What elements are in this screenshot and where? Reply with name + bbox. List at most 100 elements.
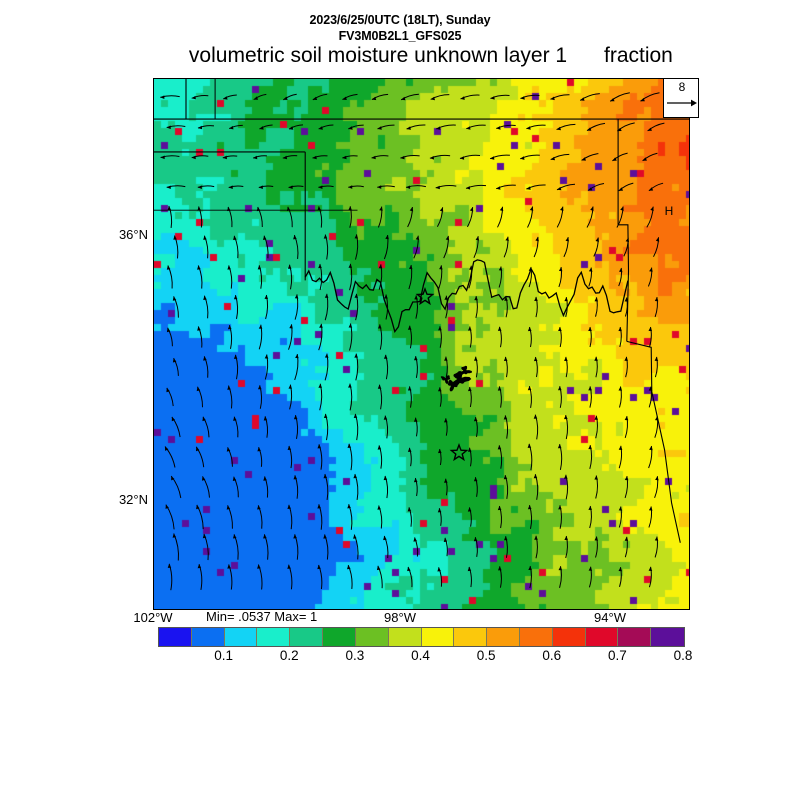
wind-vector-head [406, 126, 411, 130]
wind-vector-head [618, 327, 622, 332]
wind-vector-head [504, 536, 508, 541]
wind-vector-head [312, 155, 317, 160]
state-border [304, 259, 629, 334]
arrow-right-icon [667, 99, 697, 107]
wind-vector-head [197, 206, 201, 211]
water-body [447, 379, 460, 392]
wind-vector-head [288, 185, 293, 189]
wind-vector-head [437, 508, 442, 513]
state-border [626, 340, 681, 543]
wind-vector-head [498, 266, 503, 271]
wind-vector-head [222, 155, 227, 160]
wind-vector-head [160, 155, 165, 160]
wind-vector-head [467, 566, 472, 572]
wind-vector-head [527, 505, 532, 510]
wind-vector-head [413, 478, 418, 483]
wind-vector-head [594, 475, 598, 480]
soil-moisture-field [154, 79, 689, 609]
wind-vector-head [318, 126, 323, 130]
wind-vector-head [473, 417, 478, 422]
colorbar-tick-0.6: 0.6 [542, 648, 562, 663]
variable-title: volumetric soil moisture unknown layer 1 [188, 44, 568, 67]
wind-vector-head [557, 444, 562, 449]
min-max-annotation: Min= .0537 Max= 1 [206, 609, 318, 624]
wind-vector-head [317, 206, 321, 211]
wind-vector-head [565, 237, 569, 242]
wind-vector-head [228, 185, 233, 189]
wind-vector-head [558, 505, 562, 510]
wind-vector-head [618, 187, 624, 191]
wind-vector-field [160, 92, 665, 591]
wind-vector-head [233, 534, 237, 539]
wind-vector-head [383, 415, 388, 420]
wind-vector-head [564, 356, 568, 361]
wind-vector-head [227, 265, 231, 270]
colorbar-segment-15 [651, 628, 684, 646]
wind-vector-head [286, 206, 291, 212]
wind-vector [349, 383, 353, 411]
wind-vector-head [407, 386, 412, 391]
wind-vector-head [490, 156, 495, 160]
wind-vector-head [253, 96, 259, 100]
wind-vector-head [503, 415, 508, 420]
wind-vector-head [293, 534, 297, 539]
wind-vector-head [203, 235, 207, 240]
wind-vector-head [439, 265, 443, 270]
wind-vector-head [407, 325, 412, 330]
wind-vector-head [233, 416, 237, 421]
colorbar-segment-12 [552, 628, 586, 646]
wind-vector-head [535, 236, 539, 242]
model-name-title: FV3M0B2L1_GFS025 [338, 29, 462, 43]
wind-vector-head [371, 96, 377, 101]
wind-vector-head [474, 296, 478, 301]
wind-vector-head [590, 206, 594, 211]
wind-vector-head [588, 327, 592, 331]
wind-vector-head [354, 293, 359, 298]
wind-vector-head [460, 96, 465, 100]
wind-vector-head [347, 565, 351, 570]
wind-vector-head [468, 326, 472, 331]
wind-vector-head [588, 566, 593, 571]
wind-vector-head [323, 234, 328, 239]
wind-vector-head [581, 157, 586, 161]
wind-vector-head [264, 295, 269, 299]
wind-vector-head [223, 96, 228, 100]
wind-vector-head [497, 506, 502, 511]
wind-vector-head [232, 476, 237, 481]
wind-vector-head [558, 267, 563, 272]
wind-vector-head [624, 476, 629, 481]
wind-vector-head [648, 506, 653, 511]
wind-vector-head [227, 564, 231, 569]
wind-vector-head [318, 185, 323, 189]
wind-vector-head [197, 265, 201, 270]
wind-vector-head [444, 295, 448, 300]
wind-vector-head [445, 235, 450, 241]
wind-vector-head [354, 234, 359, 239]
wind-vector-head [414, 295, 418, 300]
colorbar-segment-0 [159, 628, 192, 646]
water-body [458, 365, 472, 376]
wind-vector-head [556, 126, 561, 131]
wind-vector-head [165, 446, 169, 451]
wind-vector-head [317, 444, 322, 449]
wind-vector-head [172, 358, 177, 363]
wind-vector-head [550, 156, 555, 161]
wind-vector-head [167, 206, 172, 211]
wind-vector-head [378, 264, 383, 269]
wind-vector-head [385, 235, 389, 240]
wind-vector-head [191, 95, 196, 100]
wind-vector-head [526, 186, 531, 190]
wind-vector-head [526, 126, 531, 130]
wind-vector-head [379, 206, 383, 211]
wind-vector-head [409, 265, 413, 270]
wind-vector-head [324, 293, 329, 298]
wind-vector-head [409, 207, 414, 212]
wind-vector-head [354, 353, 358, 358]
wind-vector-head [527, 443, 532, 448]
wind-vector-head [474, 356, 478, 361]
wind-vector-head [505, 236, 509, 241]
colorbar-segment-1 [191, 628, 225, 646]
wind-vector-head [282, 155, 288, 160]
wind-vector-head [233, 354, 238, 359]
lat-tick-label-1: 32°N [118, 492, 148, 507]
